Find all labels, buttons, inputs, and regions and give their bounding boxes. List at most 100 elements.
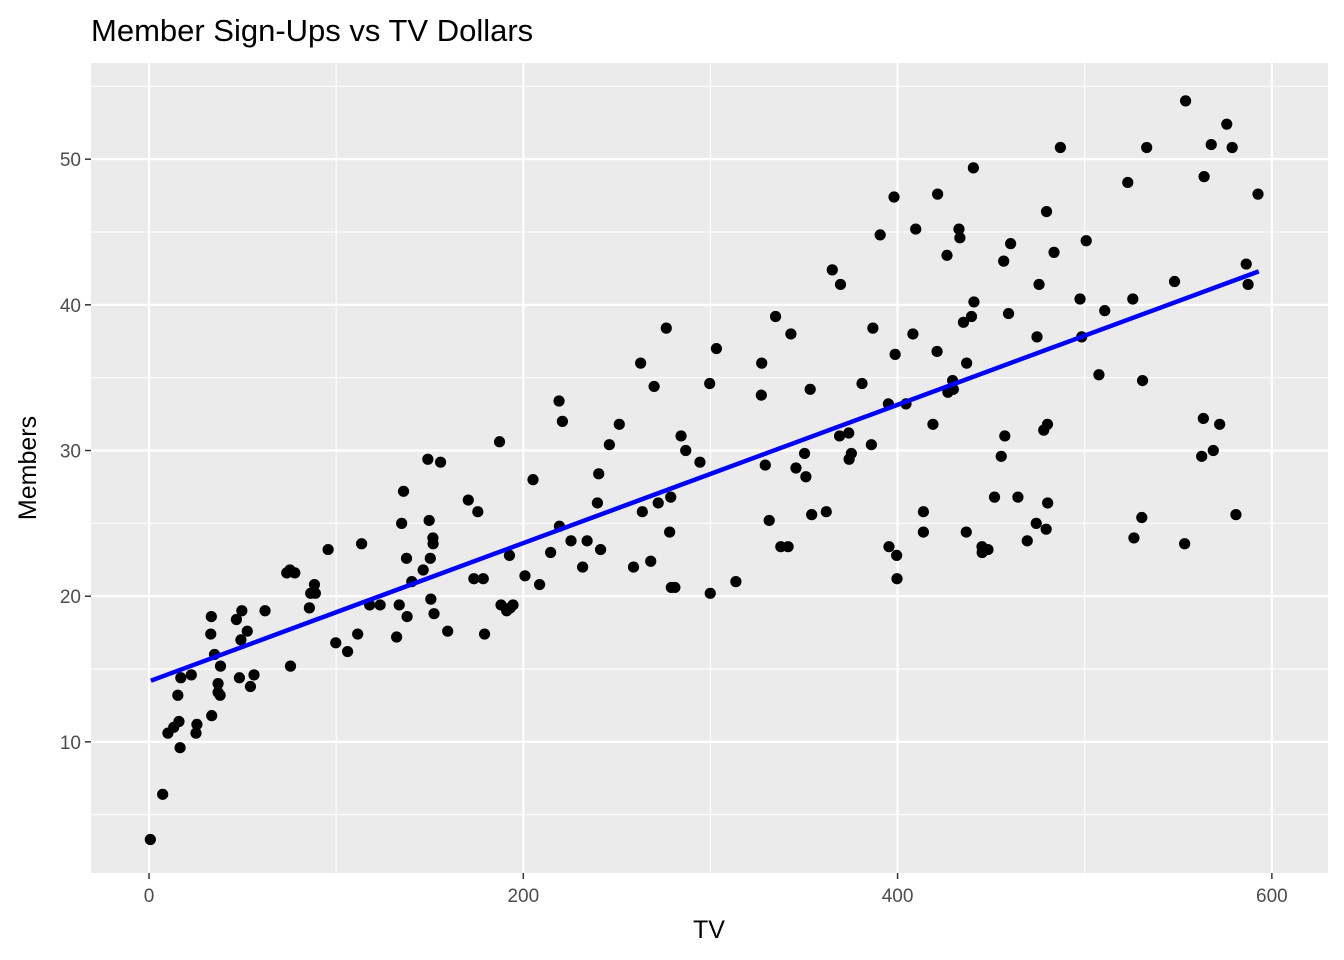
- data-point: [173, 715, 185, 728]
- data-point: [519, 570, 531, 582]
- data-point: [834, 278, 847, 291]
- data-point: [308, 578, 321, 591]
- data-point: [1031, 331, 1043, 343]
- data-point: [982, 543, 994, 556]
- data-point: [174, 742, 186, 754]
- data-point: [1099, 305, 1111, 317]
- data-point: [427, 538, 439, 550]
- data-point: [478, 628, 491, 640]
- data-point: [957, 316, 970, 328]
- data-point: [1141, 141, 1153, 154]
- data-point: [545, 546, 557, 559]
- data-point: [891, 573, 903, 585]
- data-point: [680, 444, 692, 457]
- data-point: [1207, 444, 1219, 457]
- data-point: [800, 471, 812, 483]
- data-point: [782, 541, 794, 553]
- data-point: [1196, 450, 1208, 462]
- data-point: [235, 634, 247, 646]
- y-tick-label: 50: [60, 150, 81, 171]
- data-point: [1168, 275, 1181, 288]
- data-point: [865, 439, 877, 451]
- data-point: [352, 628, 364, 640]
- x-axis-ticks: 0 200 400 600: [144, 873, 1288, 907]
- data-point: [798, 447, 811, 460]
- data-point: [503, 549, 516, 562]
- data-point: [214, 689, 226, 701]
- data-point: [1012, 491, 1024, 503]
- data-point: [845, 447, 857, 460]
- data-point: [144, 833, 156, 846]
- data-point: [190, 727, 202, 739]
- data-point: [1030, 517, 1042, 529]
- data-point: [442, 625, 454, 637]
- data-point: [236, 605, 248, 617]
- data-point: [954, 232, 966, 244]
- data-point: [185, 669, 197, 681]
- data-point: [397, 485, 410, 497]
- data-point: [1005, 238, 1017, 250]
- data-point: [422, 453, 434, 465]
- data-point: [400, 552, 413, 564]
- data-point: [806, 509, 818, 521]
- data-point: [1021, 535, 1033, 547]
- data-point: [462, 494, 474, 506]
- data-point: [330, 637, 342, 649]
- data-point: [477, 573, 489, 585]
- data-point: [999, 430, 1011, 442]
- regression-line: [150, 269, 1260, 683]
- data-point: [425, 593, 437, 605]
- y-axis-title: Members: [14, 416, 42, 520]
- x-tick-label: 200: [507, 886, 539, 907]
- data-point: [635, 357, 647, 369]
- data-point: [826, 264, 838, 276]
- data-point: [960, 526, 972, 538]
- data-point: [804, 383, 816, 395]
- y-tick-label: 40: [60, 296, 81, 317]
- data-point: [664, 526, 676, 538]
- data-point: [790, 462, 802, 474]
- data-point: [356, 538, 368, 550]
- data-point: [468, 573, 480, 585]
- y-axis-ticks: 10 20 30 40 50: [60, 150, 91, 754]
- data-point: [891, 549, 903, 562]
- data-point: [244, 680, 257, 693]
- data-point: [401, 610, 413, 623]
- data-point: [533, 578, 546, 591]
- data-point: [843, 427, 855, 439]
- data-point: [205, 610, 217, 623]
- data-point: [241, 625, 253, 637]
- data-point: [284, 660, 297, 672]
- data-point: [396, 517, 408, 529]
- data-point: [833, 430, 846, 442]
- data-point: [423, 514, 435, 527]
- data-point: [341, 645, 354, 658]
- data-point: [755, 389, 767, 401]
- data-point: [613, 418, 625, 430]
- data-point: [965, 310, 978, 323]
- data-point: [472, 506, 484, 518]
- data-point: [1122, 176, 1134, 189]
- data-point: [785, 328, 797, 340]
- data-point: [756, 357, 768, 369]
- data-point: [704, 587, 716, 599]
- data-point: [769, 310, 782, 323]
- data-point: [660, 322, 672, 334]
- data-point: [1240, 258, 1252, 270]
- x-axis-title: TV: [693, 916, 725, 944]
- data-point: [303, 602, 315, 614]
- data-point: [424, 552, 436, 564]
- data-point: [428, 608, 440, 620]
- data-point: [874, 229, 886, 241]
- data-point: [967, 162, 979, 174]
- data-point: [1002, 307, 1015, 320]
- data-point: [1040, 523, 1052, 535]
- data-point: [1033, 278, 1045, 291]
- data-point: [393, 599, 405, 611]
- data-point: [636, 506, 648, 518]
- data-point: [556, 415, 569, 427]
- data-point: [577, 561, 589, 573]
- data-point: [759, 459, 771, 471]
- data-point: [1040, 205, 1053, 218]
- data-point: [309, 587, 321, 599]
